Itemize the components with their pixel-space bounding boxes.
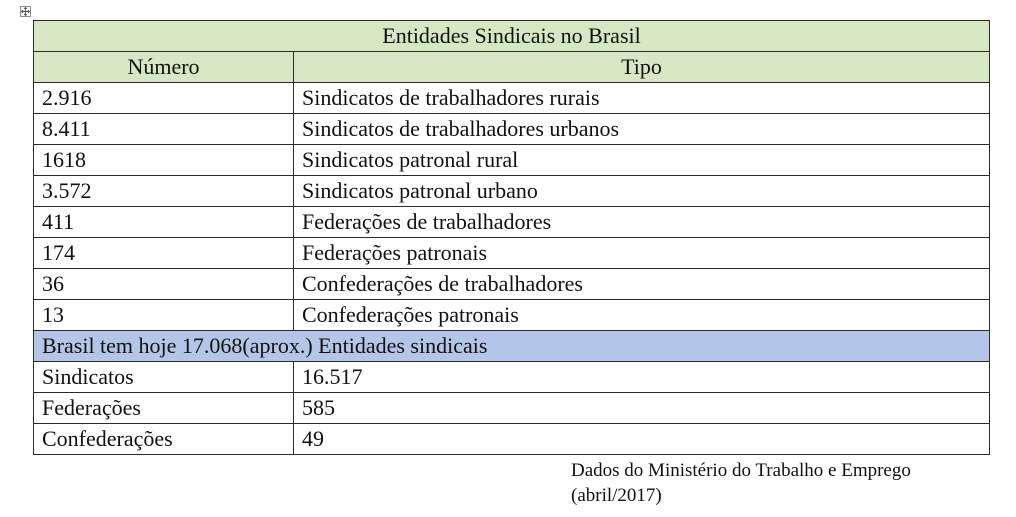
source-line-1: Dados do Ministério do Trabalho e Empreg…	[571, 460, 911, 481]
numero-cell: 8.411	[33, 113, 294, 145]
numero-cell: 411	[33, 206, 294, 238]
table-row: 36 Confederações de trabalhadores	[33, 268, 990, 300]
numero-cell: 13	[33, 299, 294, 331]
tipo-cell: Federações patronais	[293, 237, 990, 269]
table-title: Entidades Sindicais no Brasil	[33, 20, 990, 52]
numero-cell: 36	[33, 268, 294, 300]
tipo-cell: Sindicatos patronal rural	[293, 144, 990, 176]
source-note: Dados do Ministério do Trabalho e Empreg…	[571, 458, 991, 508]
tipo-cell: Sindicatos de trabalhadores urbanos	[293, 113, 990, 145]
table-row: 2.916 Sindicatos de trabalhadores rurais	[33, 82, 990, 114]
total-banner-row: Brasil tem hoje 17.068(aprox.) Entidades…	[33, 330, 990, 362]
summary-label-cell: Confederações	[33, 423, 294, 455]
tipo-cell: Confederações de trabalhadores	[293, 268, 990, 300]
table-row: 174 Federações patronais	[33, 237, 990, 269]
numero-cell: 3.572	[33, 175, 294, 207]
summary-value-cell: 49	[293, 423, 990, 455]
summary-label-cell: Federações	[33, 392, 294, 424]
table-row: 1618 Sindicatos patronal rural	[33, 144, 990, 176]
table-row: 13 Confederações patronais	[33, 299, 990, 331]
summary-value-cell: 585	[293, 392, 990, 424]
table-move-handle-icon[interactable]	[20, 6, 31, 17]
header-row: Número Tipo	[33, 51, 990, 83]
table-row: 3.572 Sindicatos patronal urbano	[33, 175, 990, 207]
tipo-cell: Confederações patronais	[293, 299, 990, 331]
table-row: 8.411 Sindicatos de trabalhadores urbano…	[33, 113, 990, 145]
summary-row: Confederações 49	[33, 423, 990, 455]
table-row: 411 Federações de trabalhadores	[33, 206, 990, 238]
summary-label-cell: Sindicatos	[33, 361, 294, 393]
tipo-cell: Federações de trabalhadores	[293, 206, 990, 238]
summary-row: Sindicatos 16.517	[33, 361, 990, 393]
column-header-numero: Número	[33, 51, 294, 83]
summary-value-cell: 16.517	[293, 361, 990, 393]
move-arrows-icon	[21, 7, 30, 16]
numero-cell: 174	[33, 237, 294, 269]
total-banner: Brasil tem hoje 17.068(aprox.) Entidades…	[33, 330, 990, 362]
table-title-row: Entidades Sindicais no Brasil	[33, 20, 990, 52]
column-header-tipo: Tipo	[293, 51, 990, 83]
tipo-cell: Sindicatos patronal urbano	[293, 175, 990, 207]
numero-cell: 2.916	[33, 82, 294, 114]
numero-cell: 1618	[33, 144, 294, 176]
tipo-cell: Sindicatos de trabalhadores rurais	[293, 82, 990, 114]
source-line-2: (abril/2017)	[571, 485, 662, 506]
union-entities-table: Entidades Sindicais no Brasil Número Tip…	[33, 20, 990, 455]
summary-row: Federações 585	[33, 392, 990, 424]
